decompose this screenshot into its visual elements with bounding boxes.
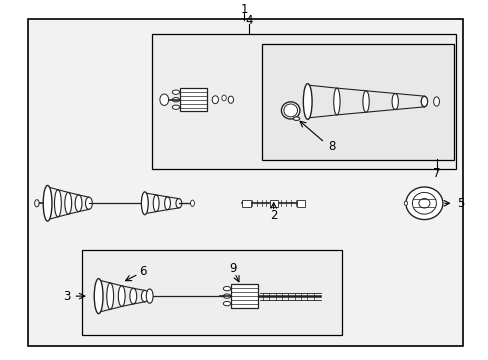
Ellipse shape bbox=[223, 301, 230, 306]
Ellipse shape bbox=[411, 192, 435, 214]
Ellipse shape bbox=[333, 88, 339, 115]
Ellipse shape bbox=[418, 198, 429, 208]
Ellipse shape bbox=[404, 201, 407, 205]
Ellipse shape bbox=[172, 98, 179, 102]
Ellipse shape bbox=[223, 287, 230, 291]
Text: 5: 5 bbox=[456, 197, 464, 210]
Ellipse shape bbox=[172, 90, 179, 94]
Ellipse shape bbox=[118, 286, 125, 306]
Ellipse shape bbox=[433, 97, 439, 106]
Ellipse shape bbox=[106, 283, 113, 309]
Ellipse shape bbox=[304, 85, 310, 118]
Ellipse shape bbox=[75, 195, 82, 212]
Ellipse shape bbox=[420, 96, 427, 107]
Ellipse shape bbox=[141, 291, 148, 302]
Text: 7: 7 bbox=[432, 167, 439, 180]
Bar bbox=[231, 284, 257, 308]
Text: 9: 9 bbox=[228, 262, 236, 275]
Text: 3: 3 bbox=[63, 289, 71, 303]
Text: 6: 6 bbox=[139, 265, 146, 278]
Ellipse shape bbox=[420, 96, 427, 107]
Bar bbox=[180, 88, 206, 112]
Ellipse shape bbox=[172, 105, 179, 109]
Ellipse shape bbox=[141, 192, 148, 215]
Ellipse shape bbox=[164, 197, 170, 210]
Ellipse shape bbox=[190, 200, 194, 207]
Ellipse shape bbox=[176, 199, 182, 208]
Ellipse shape bbox=[293, 117, 299, 121]
Ellipse shape bbox=[85, 197, 92, 210]
Ellipse shape bbox=[391, 94, 398, 109]
Ellipse shape bbox=[142, 193, 147, 213]
Ellipse shape bbox=[95, 280, 102, 312]
Text: 8: 8 bbox=[327, 140, 335, 153]
Bar bbox=[242, 200, 250, 207]
Ellipse shape bbox=[160, 94, 168, 105]
Ellipse shape bbox=[303, 84, 311, 120]
Ellipse shape bbox=[284, 104, 297, 117]
Bar bbox=[81, 250, 341, 336]
Ellipse shape bbox=[43, 185, 52, 221]
Bar bbox=[269, 200, 277, 207]
Bar bbox=[296, 200, 305, 207]
Ellipse shape bbox=[228, 96, 233, 103]
Ellipse shape bbox=[146, 289, 153, 303]
Ellipse shape bbox=[44, 187, 51, 220]
Ellipse shape bbox=[94, 279, 103, 314]
Ellipse shape bbox=[35, 200, 39, 207]
Ellipse shape bbox=[130, 288, 137, 304]
Ellipse shape bbox=[54, 190, 61, 217]
Bar bbox=[28, 19, 462, 346]
Ellipse shape bbox=[281, 102, 299, 119]
Bar bbox=[261, 44, 453, 161]
Ellipse shape bbox=[222, 95, 226, 101]
Ellipse shape bbox=[212, 96, 218, 104]
Ellipse shape bbox=[153, 195, 159, 212]
Ellipse shape bbox=[223, 294, 230, 298]
Text: 4: 4 bbox=[245, 14, 253, 27]
Text: 1: 1 bbox=[240, 3, 248, 16]
Ellipse shape bbox=[405, 187, 442, 220]
Ellipse shape bbox=[65, 192, 72, 214]
Bar bbox=[152, 33, 455, 169]
Ellipse shape bbox=[362, 91, 368, 112]
Text: 2: 2 bbox=[269, 209, 277, 222]
